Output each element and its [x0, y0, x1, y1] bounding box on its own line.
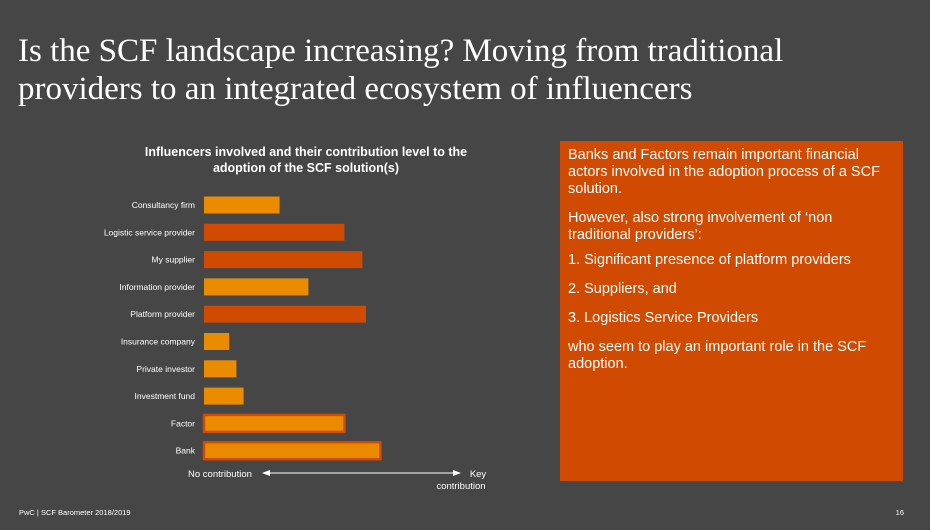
- bar-my-supplier: [204, 251, 363, 269]
- category-labels: Consultancy firm Logistic service provide…: [104, 200, 196, 456]
- bar-platform-provider: [204, 305, 366, 323]
- bar-bank: [202, 440, 382, 461]
- finding-intro: Banks and Factors remain important finan…: [568, 147, 880, 197]
- footer-source: PwC | SCF Barometer 2018/2019: [19, 508, 131, 517]
- bar-private-investor: [204, 360, 237, 378]
- bar-factor: [202, 413, 346, 434]
- slide-title: Is the SCF landscape increasing? Moving …: [18, 33, 784, 107]
- axis-label-line: Key: [470, 469, 487, 480]
- key-findings-box: Banks and Factors remain important finan…: [560, 141, 903, 481]
- axis-arrowhead-left: [262, 470, 270, 476]
- contribution-axis: No contribution Key contribution: [188, 469, 486, 492]
- bar-consultancy-firm: [204, 196, 280, 214]
- bar-logistic-service-provider: [204, 223, 345, 241]
- category-label: Consultancy firm: [132, 200, 195, 210]
- category-label: Factor: [171, 418, 195, 428]
- category-label: Information provider: [119, 282, 195, 292]
- finding-conclusion: who seem to play an important role in th…: [568, 339, 867, 372]
- bar-investment-fund: [204, 387, 244, 405]
- axis-label-line: contribution: [436, 481, 485, 492]
- finding-however: However, also strong involvement of ‘non…: [568, 210, 833, 243]
- finding-item-suppliers: 2. Suppliers, and: [568, 281, 677, 297]
- axis-arrowhead-right: [453, 470, 461, 476]
- category-label: Bank: [176, 446, 196, 456]
- chart-title: Influencers involved and their contribut…: [144, 145, 468, 175]
- finding-item-platform: 1. Significant presence of platform prov…: [568, 252, 851, 268]
- category-label: Investment fund: [135, 391, 196, 401]
- bar-information-provider: [204, 278, 309, 296]
- axis-label-no-contribution: No contribution: [188, 469, 252, 480]
- category-label: Insurance company: [121, 337, 196, 347]
- bar-insurance-company: [204, 333, 230, 350]
- bars-layer: [202, 196, 382, 461]
- category-label: My supplier: [152, 255, 196, 265]
- page-number: 16: [895, 508, 904, 517]
- category-label: Platform provider: [130, 309, 195, 319]
- category-label: Private investor: [136, 364, 195, 374]
- axis-label-key-contribution: Key contribution: [436, 469, 486, 492]
- finding-item-logistics: 3. Logistics Service Providers: [568, 310, 759, 326]
- category-label: Logistic service provider: [104, 227, 195, 237]
